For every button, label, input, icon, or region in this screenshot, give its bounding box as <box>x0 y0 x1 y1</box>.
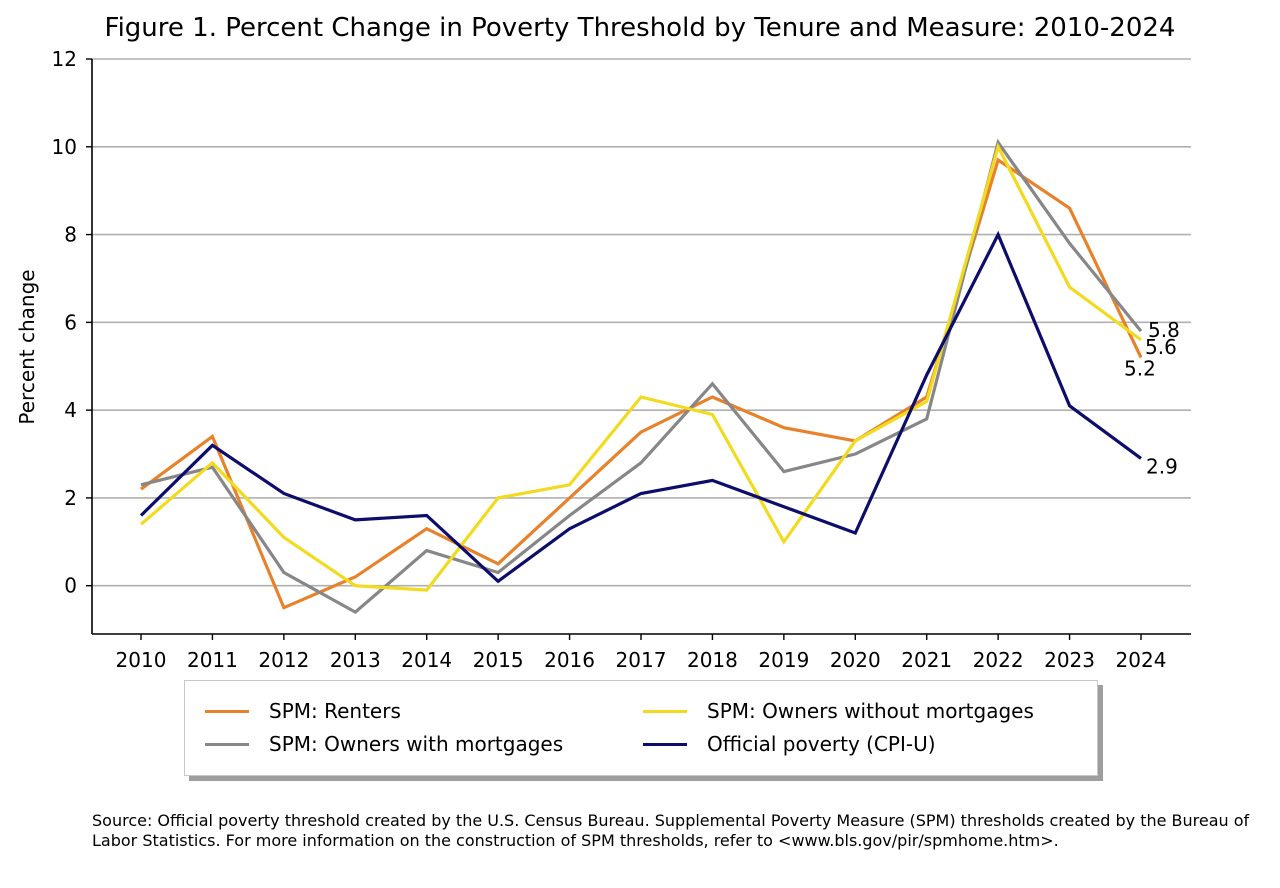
legend-label-renters: SPM: Renters <box>269 699 401 723</box>
x-tick-label: 2012 <box>258 648 309 672</box>
gridlines <box>92 58 1191 587</box>
x-tick-label: 2011 <box>187 648 238 672</box>
end-label-owners-without-mortgages: 5.6 <box>1145 335 1177 359</box>
y-tick-label: 4 <box>64 398 77 422</box>
y-tick-label: 12 <box>52 47 77 71</box>
x-tick-label: 2015 <box>473 648 524 672</box>
end-labels: 5.2 5.85.6 2.9 <box>1124 318 1180 478</box>
series-line-owners-without-mortgages <box>139 142 1142 592</box>
line-chart: Figure 1. Percent Change in Poverty Thre… <box>15 13 1191 672</box>
x-tick-label: 2022 <box>973 648 1024 672</box>
x-tick-label: 2017 <box>616 648 667 672</box>
legend-label-owners-without-mortgages: SPM: Owners without mortgages <box>707 699 1034 723</box>
x-tick-label: 2014 <box>401 648 452 672</box>
legend-line-owners-with-mortgages <box>205 742 249 746</box>
legend-item-official-poverty: Official poverty (CPI-U) <box>643 732 936 756</box>
source-note: Source: Official poverty threshold creat… <box>92 811 1250 850</box>
end-label-owners-with-mortgages: 5.8 <box>1148 318 1180 342</box>
x-tick-label: 2010 <box>116 648 167 672</box>
y-tick-label: 10 <box>52 135 77 159</box>
y-tick-label: 0 <box>64 574 77 598</box>
y-tick-label: 6 <box>64 310 77 334</box>
chart-title: Figure 1. Percent Change in Poverty Thre… <box>105 13 1176 43</box>
y-tick-label: 8 <box>64 223 77 247</box>
x-tick-label: 2020 <box>830 648 881 672</box>
x-tick-label: 2021 <box>901 648 952 672</box>
y-axis-label: Percent change <box>15 269 39 424</box>
y-tick-label: 2 <box>64 486 77 510</box>
legend-label-owners-with-mortgages: SPM: Owners with mortgages <box>269 732 564 756</box>
legend-item-renters: SPM: Renters <box>205 699 401 723</box>
legend-item-owners-with-mortgages: SPM: Owners with mortgages <box>205 732 563 756</box>
axes <box>91 59 1191 635</box>
legend-line-renters <box>205 709 249 713</box>
series-lines <box>139 138 1143 615</box>
x-tick-label: 2016 <box>544 648 595 672</box>
end-label-official-poverty: 2.9 <box>1146 454 1178 478</box>
x-tick-label: 2018 <box>687 648 738 672</box>
x-tick-label: 2023 <box>1044 648 1095 672</box>
series-line-official-poverty <box>139 230 1142 584</box>
x-tick-label: 2024 <box>1116 648 1167 672</box>
legend-label-official-poverty: Official poverty (CPI-U) <box>707 732 936 756</box>
x-tick-label: 2019 <box>758 648 809 672</box>
legend-line-official-poverty <box>643 742 687 746</box>
x-tick-label: 2013 <box>330 648 381 672</box>
y-axis-ticks: 0 2 4 6 8 10 12 <box>52 47 92 598</box>
legend-line-owners-without-mortgages <box>643 709 687 713</box>
x-axis-ticks: 2010 2011 2012 2013 2014 2015 2016 2017 2018 2019… <box>116 634 1167 672</box>
legend-item-owners-without-mortgages: SPM: Owners without mortgages <box>643 699 1034 723</box>
end-label-renters: 5.2 <box>1124 356 1156 380</box>
legend: SPM: Renters SPM: Owners with mortgages … <box>184 680 1098 776</box>
